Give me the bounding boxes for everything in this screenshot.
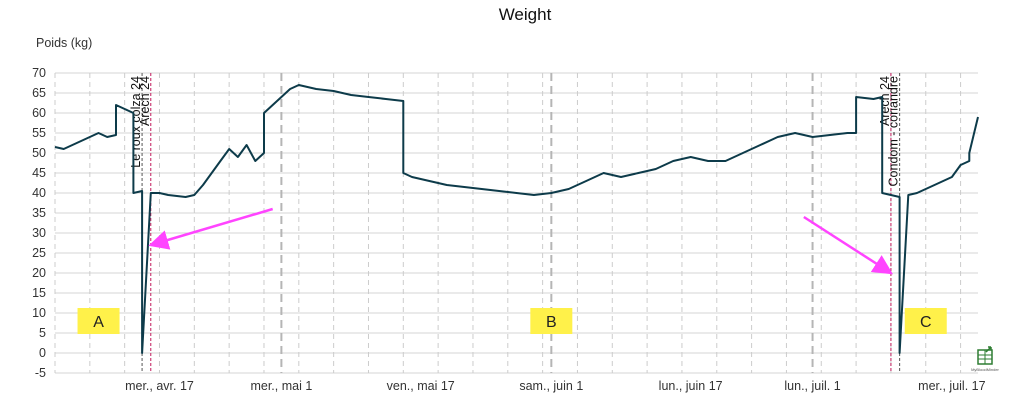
region-label-box [530, 308, 573, 334]
y-tick-label: 15 [32, 286, 46, 300]
y-tick-label: 55 [32, 126, 46, 140]
y-tick-label: 10 [32, 306, 46, 320]
x-tick-label: lun., juil. 1 [784, 379, 840, 393]
weight-series-line [54, 84, 979, 354]
region-label-text: C [920, 314, 932, 331]
y-tick-label: 5 [39, 326, 46, 340]
event-marker-label: Condom - coriandre [887, 76, 901, 187]
y-tick-label: 40 [32, 186, 46, 200]
annotation-arrow [803, 215, 894, 275]
y-axis-label: Poids (kg) [36, 36, 92, 50]
x-tick-label: sam., juin 1 [519, 379, 583, 393]
annotation-arrow [148, 207, 274, 250]
event-marker-label: Arech 24 [138, 76, 152, 126]
region-label-text: B [546, 314, 557, 331]
y-tick-label: -5 [35, 366, 46, 380]
y-tick-label: 50 [32, 146, 46, 160]
x-tick-label: mer., mai 1 [250, 379, 312, 393]
region-label-box [77, 308, 120, 334]
chart-title: Weight [499, 5, 552, 24]
logo-arrow [985, 346, 992, 353]
x-tick-label: mer., juil. 17 [918, 379, 985, 393]
y-tick-label: 35 [32, 206, 46, 220]
y-tick-label: 25 [32, 246, 46, 260]
y-tick-label: 65 [32, 86, 46, 100]
x-tick-label: lun., juin 17 [659, 379, 723, 393]
logo-text: MyBloodMinder [971, 367, 999, 372]
y-tick-label: 0 [39, 346, 46, 360]
y-tick-label: 20 [32, 266, 46, 280]
x-tick-label: ven., mai 17 [387, 379, 455, 393]
y-tick-label: 60 [32, 106, 46, 120]
x-tick-label: mer., avr. 17 [125, 379, 194, 393]
y-tick-label: 30 [32, 226, 46, 240]
region-label-box [904, 308, 947, 334]
mybloodminder-logo: MyBloodMinder [971, 346, 1000, 372]
y-tick-label: 45 [32, 166, 46, 180]
region-label-text: A [93, 314, 104, 331]
y-tick-label: 70 [32, 66, 46, 80]
